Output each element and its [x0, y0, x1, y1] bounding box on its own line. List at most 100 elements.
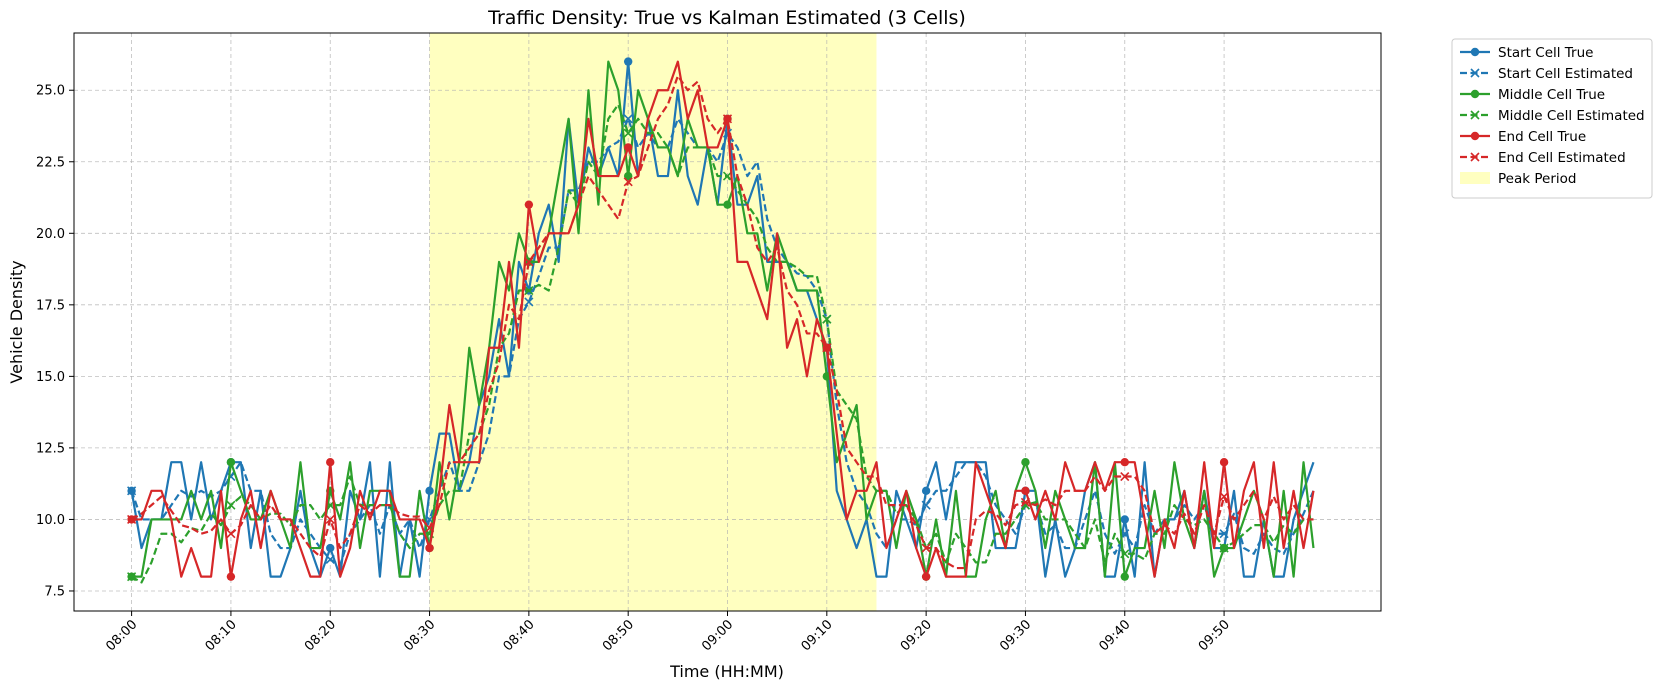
middle-cell-estimated-marker [1120, 549, 1130, 559]
end-cell-true-marker [524, 200, 534, 209]
x-marker-stroke [127, 486, 137, 496]
x-marker-stroke [822, 343, 832, 353]
legend-label: End Cell True [1498, 129, 1586, 145]
middle-cell-estimated-marker [1219, 543, 1229, 553]
end-cell-estimated-line [131, 74, 1314, 570]
legend-swatch-patch [1460, 172, 1490, 184]
end-cell-estimated-marker [325, 514, 335, 525]
middle-cell-estimated-marker [226, 500, 236, 510]
series-layer [127, 57, 1315, 584]
start-cell-estimated-line [130, 117, 1315, 567]
end-cell-true-marker [326, 458, 335, 467]
start-cell-estimated-marker [1219, 529, 1229, 539]
x-tick-label: 08:50 [600, 617, 637, 654]
x-marker-stroke [226, 529, 236, 539]
x-tick-label: 08:10 [203, 617, 240, 654]
legend: Start Cell True Start Cell Estimated Middl… [1451, 38, 1653, 199]
x-marker-stroke [524, 297, 534, 307]
legend-label: Middle Cell True [1498, 87, 1605, 103]
start-cell-estimated-marker [325, 554, 335, 565]
legend-item-start-cell-true: Start Cell True [1460, 45, 1593, 61]
middle-cell-true-marker [226, 458, 236, 467]
legend-label: Start Cell Estimated [1498, 66, 1633, 82]
legend-item-start-cell-estimated: Start Cell Estimated [1460, 66, 1633, 82]
middle-cell-estimated-marker [623, 128, 633, 138]
start-cell-true-marker [921, 486, 931, 496]
peak-period-band [429, 33, 877, 611]
end-cell-estimated-marker [127, 514, 137, 525]
end-cell-estimated-marker [1120, 471, 1130, 482]
grid-layer [74, 33, 1381, 611]
y-axis-label: Vehicle Density [7, 260, 26, 383]
end-cell-true-marker [1219, 458, 1229, 467]
legend-swatch-marker [1470, 68, 1480, 78]
start-cell-true-marker [425, 486, 434, 496]
x-tick-label: 09:40 [1096, 617, 1133, 654]
legend-item-middle-cell-true: Middle Cell True [1460, 87, 1605, 103]
x-marker-stroke [921, 543, 931, 553]
x-marker-stroke [1219, 543, 1229, 553]
legend-item-peak-period: Peak Period [1460, 171, 1576, 187]
middle-cell-estimated-marker [722, 171, 733, 181]
legend-label: Start Cell True [1498, 45, 1593, 61]
x-marker-stroke [226, 500, 236, 510]
end-cell-true-marker [921, 572, 931, 581]
x-marker-stroke [822, 314, 832, 324]
end-cell-estimated-marker [623, 177, 633, 187]
legend-label: Peak Period [1498, 171, 1576, 187]
y-tick-label: 15.0 [36, 370, 65, 385]
y-axis-ticks: 7.5 10.0 12.5 15.0 17.5 20.0 22.5 25.0 [36, 84, 74, 599]
x-marker-stroke [623, 177, 633, 187]
x-axis-ticks: 08:00 08:10 08:20 08:30 08:40 08:50 09:00 09:10… [103, 611, 1233, 654]
start-cell-estimated-marker [623, 114, 633, 124]
x-tick-label: 08:00 [103, 617, 140, 654]
middle-cell-true-marker [1120, 572, 1129, 581]
x-marker-stroke [1219, 491, 1229, 502]
end-cell-estimated-marker [524, 257, 534, 267]
end-cell-estimated-marker [226, 529, 236, 539]
middle-cell-estimated-marker [524, 285, 534, 296]
x-tick-label: 09:00 [699, 617, 736, 654]
end-cell-true-marker [1021, 486, 1030, 496]
x-tick-label: 09:30 [997, 617, 1034, 654]
x-marker-stroke [325, 554, 335, 565]
end-cell-estimated-marker [921, 543, 931, 553]
end-cell-estimated-marker [424, 523, 435, 533]
start-cell-true-marker [623, 57, 633, 66]
end-cell-estimated-marker [1020, 497, 1031, 507]
middle-cell-true-marker [723, 200, 732, 209]
middle-cell-true-marker [1021, 458, 1030, 467]
middle-cell-true-marker [623, 171, 633, 181]
x-tick-label: 09:10 [799, 617, 836, 654]
x-marker-stroke [127, 514, 137, 525]
x-tick-label: 08:30 [401, 617, 438, 654]
end-cell-true-marker [1120, 458, 1129, 467]
start-cell-true-line [130, 60, 1315, 578]
end-cell-true-marker [623, 143, 633, 152]
legend-item-end-cell-estimated: End Cell Estimated [1460, 150, 1626, 166]
y-tick-label: 10.0 [36, 513, 65, 528]
y-tick-label: 25.0 [36, 84, 65, 99]
peak-period-layer [429, 33, 877, 611]
x-marker-stroke [325, 514, 335, 525]
end-cell-estimated-marker [822, 343, 832, 353]
x-marker-stroke [1219, 529, 1229, 539]
x-tick-label: 09:50 [1196, 617, 1233, 654]
end-cell-true-marker [226, 572, 236, 581]
x-axis-label: Time (HH:MM) [669, 662, 784, 681]
x-marker-stroke [623, 128, 633, 138]
start-cell-estimated-marker [127, 486, 137, 496]
legend-swatch-marker [1470, 131, 1480, 141]
x-marker-stroke [722, 171, 733, 181]
x-marker-stroke [524, 257, 534, 267]
x-tick-label: 08:20 [302, 617, 339, 654]
legend-swatch-marker [1470, 110, 1480, 120]
end-cell-true-marker [425, 543, 434, 553]
legend-item-middle-cell-estimated: Middle Cell Estimated [1460, 108, 1645, 124]
legend-label: End Cell Estimated [1498, 150, 1626, 166]
chart-title: Traffic Density: True vs Kalman Estimate… [487, 7, 966, 29]
y-tick-label: 20.0 [36, 227, 65, 242]
start-cell-estimated-marker [524, 297, 534, 307]
end-cell-estimated-marker [722, 114, 733, 124]
